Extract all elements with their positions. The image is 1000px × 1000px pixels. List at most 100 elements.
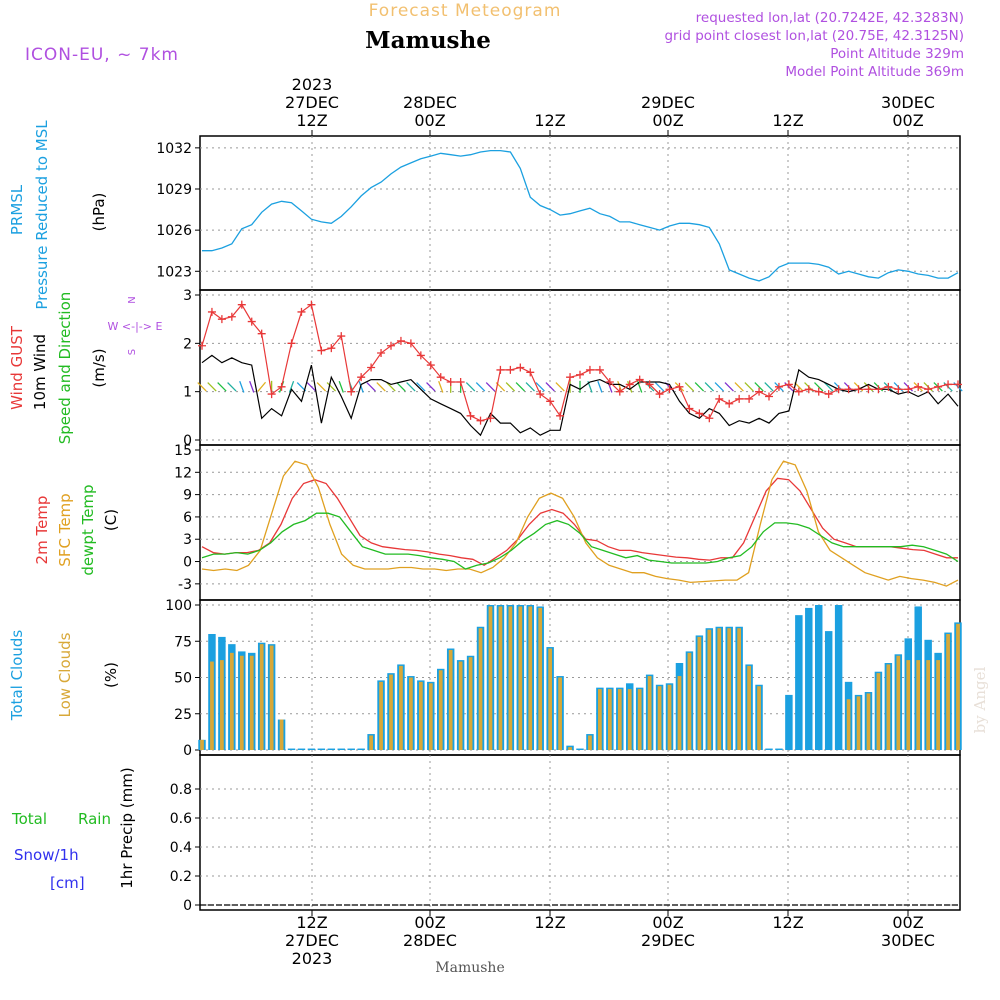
time-tick-label: 12Z — [296, 111, 327, 130]
wind-direction-arrow — [704, 382, 715, 392]
wind-direction-arrow — [694, 382, 705, 392]
wind-direction-arrow — [257, 381, 267, 392]
gust-marker — [615, 387, 624, 396]
wind-direction-arrow — [249, 380, 255, 393]
panel-frame — [199, 754, 961, 911]
time-tick-label: 28DEC — [403, 931, 457, 950]
total-clouds-label: Total Clouds — [8, 630, 26, 722]
time-tick-label: 12Z — [534, 913, 565, 932]
gust-marker — [566, 373, 575, 382]
pressure-label-prmsl: PRMSL — [8, 184, 26, 235]
wind-direction-arrow — [366, 382, 376, 392]
gust-marker — [207, 307, 216, 316]
gust-marker — [884, 382, 893, 391]
watermark: by Angel — [971, 666, 989, 733]
y-tick-label: 1 — [183, 385, 192, 401]
wind-direction-arrow — [724, 382, 734, 392]
low-cloud-bar — [438, 670, 443, 750]
y-tick-label: 100 — [165, 598, 192, 614]
temp-unit: (C) — [102, 509, 120, 531]
gust-marker — [287, 339, 296, 348]
low-cloud-bar — [239, 655, 244, 750]
low-cloud-bar — [478, 628, 483, 750]
gust-marker — [765, 392, 773, 401]
y-tick-label: 1032 — [156, 141, 192, 157]
point-altitude: Point Altitude 329m — [830, 46, 964, 62]
compass-we: W <-|-> E — [108, 320, 163, 333]
total-cloud-bar — [357, 748, 365, 750]
gust-marker — [834, 385, 843, 394]
gust-marker — [595, 365, 604, 374]
compass-north: N — [127, 296, 138, 303]
gust-marker — [486, 414, 495, 423]
wind-direction-arrow — [416, 382, 426, 392]
total-cloud-bar — [765, 748, 773, 750]
gust-marker — [307, 300, 316, 309]
low-cloud-bar — [906, 660, 911, 750]
sfc-temp-label: SFC Temp — [56, 493, 74, 566]
time-tick-label: 00Z — [892, 111, 923, 130]
gust-marker — [894, 385, 903, 394]
gust-marker — [685, 404, 694, 413]
y-tick-label: 1023 — [156, 264, 192, 280]
wind-direction-arrow — [358, 380, 364, 393]
low-cloud-bar — [687, 652, 692, 750]
gust-marker — [198, 341, 206, 350]
time-tick-label: 00Z — [652, 111, 683, 130]
low-cloud-bar — [856, 696, 861, 750]
gust-marker — [625, 380, 634, 389]
wind-direction-arrow — [376, 382, 386, 392]
gust-marker — [387, 341, 395, 350]
y-tick-label: 1026 — [156, 223, 192, 239]
time-tick-label: 00Z — [414, 111, 445, 130]
low-cloud-bar — [598, 689, 602, 750]
low-cloud-bar — [886, 664, 891, 750]
wind-direction-arrow — [239, 380, 245, 393]
gust-marker — [516, 363, 525, 372]
time-tick-label: 12Z — [772, 111, 803, 130]
y-tick-label: 12 — [174, 465, 192, 481]
gust-marker — [605, 378, 614, 386]
total-cloud-bar — [347, 748, 355, 750]
low-cloud-bar — [717, 628, 722, 750]
wind-direction-arrow — [306, 382, 317, 392]
gust-marker — [377, 349, 386, 357]
gust-marker — [585, 365, 594, 374]
time-tick-label: 27DEC — [285, 931, 339, 950]
wind-direction-arrow — [197, 382, 207, 392]
wind-direction-arrow — [386, 382, 396, 392]
temp-2m-label: 2m Temp — [33, 496, 51, 565]
panel-labels: PRMSL Pressure Reduced to MSL (hPa) Wind GU… — [8, 120, 136, 892]
wind-direction-arrow — [654, 382, 665, 392]
low-cloud-bar — [200, 739, 204, 750]
gust-marker — [257, 329, 266, 338]
low-cloud-bar — [418, 681, 423, 750]
gust-marker — [526, 368, 535, 377]
time-tick-label: 29DEC — [641, 931, 695, 950]
low-cloud-bar — [428, 683, 433, 750]
wind-direction-arrow — [326, 382, 337, 392]
gust-marker — [645, 380, 654, 389]
precip-legend-cm: [cm] — [50, 874, 85, 892]
time-tick-label: 30DEC — [881, 93, 935, 112]
wind-direction-arrow — [814, 382, 824, 392]
gust-marker — [944, 380, 953, 389]
gust-marker — [904, 385, 913, 394]
wind-direction-arrow — [714, 382, 724, 392]
wind-direction-arrow — [465, 382, 476, 392]
total-cloud-bar — [287, 748, 296, 750]
low-cloud-bar — [588, 735, 592, 750]
dewpt-temp-line — [201, 512, 959, 570]
total-cloud-bar — [815, 605, 823, 750]
gust-marker — [426, 361, 435, 370]
wind-direction-arrow — [288, 380, 295, 393]
time-tick-label: 29DEC — [641, 93, 695, 112]
gust-marker — [476, 416, 485, 425]
model-altitude: Model Point Altitude 369m — [785, 64, 964, 80]
y-tick-label: -3 — [178, 577, 192, 593]
total-cloud-bar — [297, 748, 306, 750]
gust-marker — [536, 390, 545, 399]
y-tick-label: 6 — [183, 510, 192, 526]
low-cloud-bar — [846, 699, 851, 750]
